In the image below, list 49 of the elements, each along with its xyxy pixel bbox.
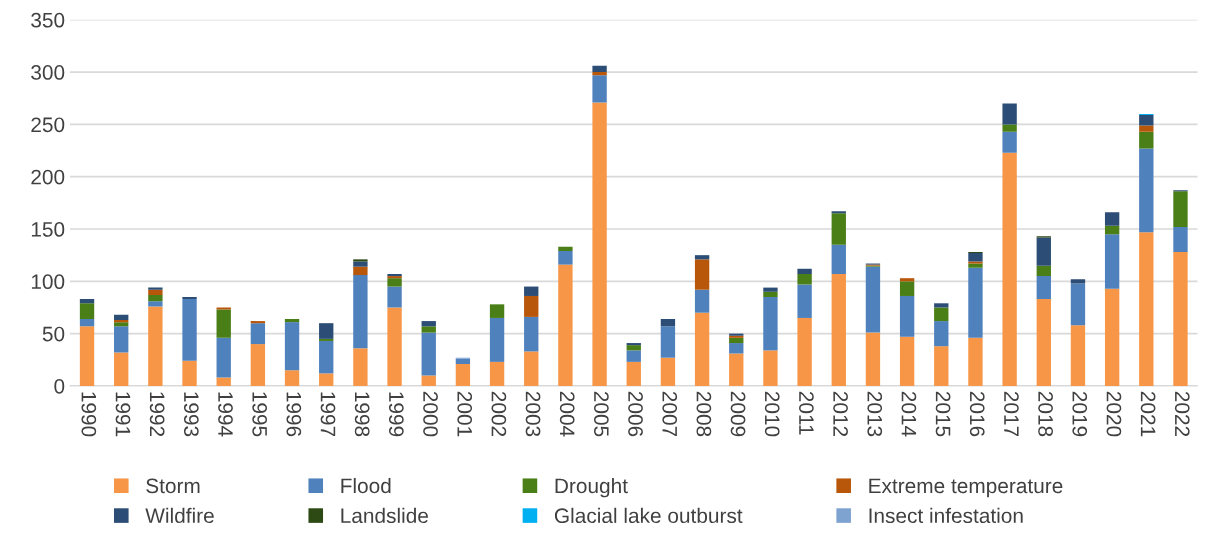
x-tick-label: 1995 bbox=[252, 392, 268, 437]
y-tick-label: 350 bbox=[31, 12, 65, 28]
legend-label: Insect infestation bbox=[869, 507, 1023, 524]
legend-label: Wildfire bbox=[145, 507, 214, 524]
legend-label: Drought bbox=[555, 477, 628, 498]
x-tick-label: 2018 bbox=[1038, 391, 1053, 437]
x-tick-label: 1990 bbox=[81, 392, 97, 437]
x-tick-label: 2007 bbox=[662, 391, 678, 437]
x-tick-label: 2015 bbox=[935, 391, 951, 437]
y-tick-label: 100 bbox=[31, 274, 65, 290]
x-tick-label: 1996 bbox=[286, 392, 302, 437]
y-tick-label: 0 bbox=[54, 378, 65, 394]
y-tick-label: 150 bbox=[31, 222, 65, 237]
x-tick-label: 2012 bbox=[833, 391, 848, 437]
x-tick-label: 2021 bbox=[1140, 391, 1156, 437]
y-tick-label: 200 bbox=[31, 169, 65, 185]
x-tick-label: 1998 bbox=[354, 392, 370, 437]
legend-label: Flood bbox=[341, 477, 391, 494]
x-tick-label: 1997 bbox=[320, 392, 336, 437]
legend-label: Storm bbox=[146, 478, 200, 494]
x-tick-label: 1993 bbox=[183, 392, 199, 437]
x-tick-label: 2002 bbox=[491, 391, 507, 437]
x-tick-label: 2006 bbox=[628, 391, 643, 437]
y-tick-label: 250 bbox=[31, 117, 65, 133]
legend-label: Glacial lake outburst bbox=[554, 507, 743, 524]
x-tick-label: 2003 bbox=[525, 391, 541, 437]
x-tick-label: 1992 bbox=[149, 392, 165, 437]
x-tick-label: 2020 bbox=[1106, 391, 1122, 437]
x-tick-label: 2001 bbox=[457, 391, 473, 437]
x-tick-label: 2011 bbox=[799, 391, 814, 435]
x-tick-label: 2005 bbox=[593, 391, 609, 437]
x-tick-label: 2019 bbox=[1072, 391, 1088, 437]
x-tick-label: 2000 bbox=[423, 391, 438, 437]
x-tick-label: 2008 bbox=[696, 391, 712, 437]
y-tick-label: 50 bbox=[42, 326, 65, 342]
x-tick-label: 2014 bbox=[901, 391, 917, 437]
y-tick-label: 300 bbox=[31, 65, 65, 80]
x-tick-label: 1991 bbox=[115, 392, 131, 437]
x-tick-label: 2010 bbox=[764, 391, 780, 437]
x-tick-label: 2009 bbox=[730, 391, 746, 437]
x-tick-label: 2016 bbox=[969, 391, 985, 437]
x-tick-label: 1994 bbox=[218, 392, 233, 437]
x-tick-label: 2013 bbox=[867, 391, 883, 437]
x-tick-label: 2022 bbox=[1174, 391, 1190, 437]
x-tick-label: 2004 bbox=[559, 391, 575, 437]
x-tick-label: 2017 bbox=[1004, 391, 1019, 437]
legend-label: Extreme temperature bbox=[869, 478, 1063, 498]
legend-label: Landslide bbox=[341, 507, 428, 524]
x-tick-label: 1999 bbox=[388, 392, 404, 437]
